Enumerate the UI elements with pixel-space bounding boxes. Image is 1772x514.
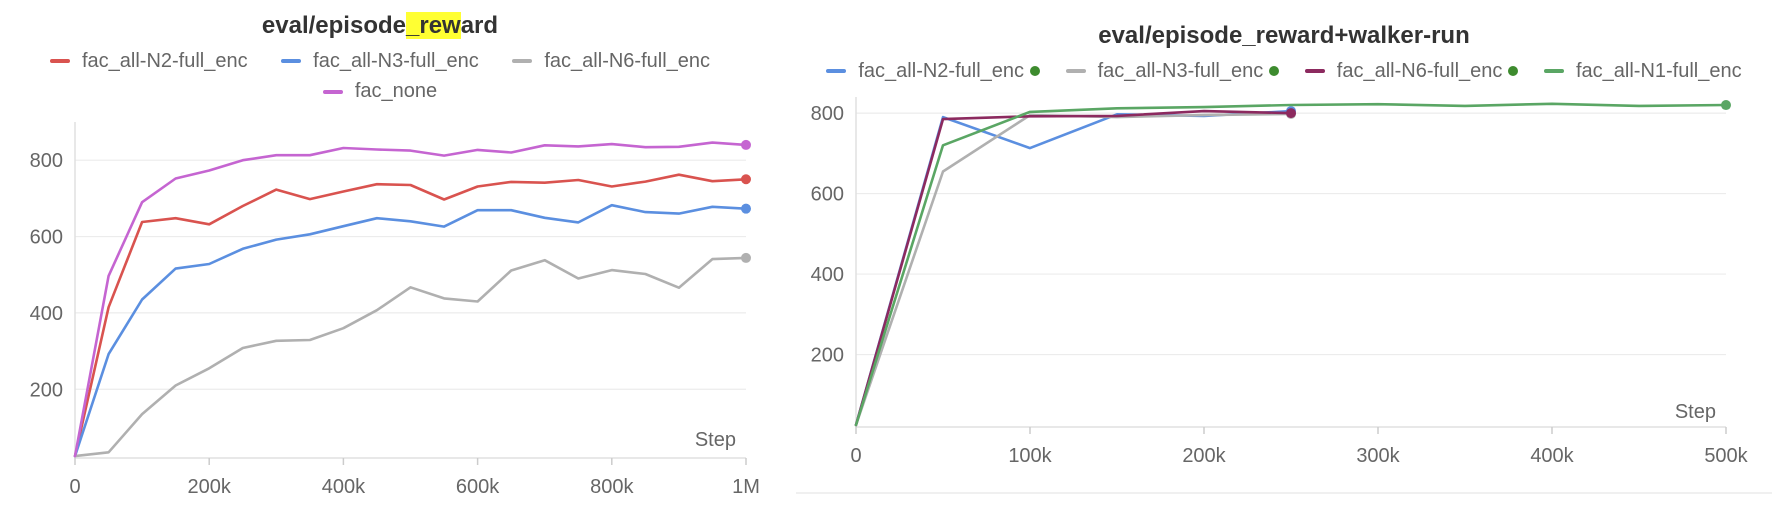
legend-left: fac_all-N2-full_enc fac_all-N3-full_enc …: [10, 44, 750, 105]
title-left-part-2: ard: [460, 12, 499, 39]
grid-right: [856, 112, 1726, 356]
title-left-part-1: eval/episode: [261, 12, 406, 39]
right-series-end-point-3: [1286, 108, 1296, 119]
left-x-tick-label-4: 800k: [590, 476, 634, 498]
right-series-end-point-4: [1721, 100, 1731, 111]
left-series-end-point-4: [741, 139, 751, 150]
chart-title-left: eval/episode_reward: [0, 12, 760, 40]
right-series-line-4: [854, 102, 1728, 427]
left-x-tick-label-3: 600k: [456, 476, 500, 498]
grid-left: [75, 159, 746, 390]
legend-right-item-4[interactable]: fac_all-N1-full_enc: [1543, 58, 1742, 85]
legend-right-label-3: fac_all-N6-full_enc: [1336, 59, 1503, 82]
legend-right-item-3[interactable]: fac_all-N6-full_enc: [1304, 58, 1519, 85]
left-series-line-2: [73, 203, 748, 458]
x-axis-label-right: Step: [1675, 401, 1716, 423]
left-y-tick-label-0: 200: [30, 379, 63, 401]
title-left-highlight: _rew: [406, 12, 461, 39]
right-x-tick-label-1: 100k: [1008, 445, 1052, 467]
right-x-tick-label-0: 0: [850, 445, 861, 467]
series-left: [73, 139, 751, 458]
right-y-tick-label-3: 800: [811, 103, 844, 125]
legend-left-swatch-3: [512, 59, 533, 63]
plot-area-left: 200 400 600 800 0 200k 400k 600k 800k 1M Step: [30, 122, 760, 498]
legend-right-label-4: fac_all-N1-full_enc: [1575, 59, 1742, 82]
legend-right-item-1[interactable]: fac_all-N2-full_enc: [826, 58, 1041, 85]
left-series-end-point-2: [741, 203, 751, 214]
legend-right: fac_all-N2-full_enc fac_all-N3-full_enc …: [796, 54, 1772, 85]
right-series-line-1: [854, 109, 1293, 427]
x-ticks-right: 0 100k 200k 300k 400k 500k: [850, 427, 1749, 467]
x-axis-label-left: Step: [695, 429, 736, 451]
legend-left-item-3[interactable]: fac_all-N6-full_enc: [512, 48, 710, 75]
legend-right-status-dot-1: [1030, 66, 1041, 76]
y-ticks-left: 200 400 600 800: [30, 150, 63, 401]
left-y-tick-label-3: 800: [30, 150, 63, 172]
legend-right-status-dot-2: [1269, 66, 1280, 76]
left-y-tick-label-2: 600: [30, 227, 63, 249]
legend-right-status-dot-3: [1508, 66, 1519, 76]
legend-left-item-1[interactable]: fac_all-N2-full_enc: [49, 48, 248, 75]
legend-right-swatch-3: [1304, 69, 1325, 73]
left-series-line-3: [73, 256, 748, 458]
right-series-line-2: [854, 112, 1293, 427]
plot-area-right: 200 400 600 800 0 100k 200k 300k 400k 500k Step: [796, 97, 1772, 494]
left-x-tick-label-1: 200k: [188, 476, 232, 498]
left-series-end-point-1: [741, 174, 751, 185]
right-series-line-3: [854, 109, 1293, 427]
legend-left-swatch-4: [322, 89, 343, 94]
right-x-tick-label-2: 200k: [1182, 445, 1226, 467]
y-ticks-right: 200 400 600 800: [811, 103, 844, 366]
legend-right-label-1: fac_all-N2-full_enc: [858, 59, 1025, 82]
left-series-end-point-3: [741, 252, 751, 263]
x-ticks-left: 0 200k 400k 600k 800k 1M: [69, 458, 760, 498]
left-x-tick-label-5: 1M: [732, 476, 760, 498]
chart-panel-right: eval/episode_reward+walker-run fac_all-N…: [796, 0, 1772, 514]
chart-panel-left: eval/episode_reward fac_all-N2-full_enc …: [0, 0, 760, 514]
legend-right-swatch-1: [826, 69, 847, 73]
left-series-line-1: [73, 173, 748, 458]
legend-right-label-2: fac_all-N3-full_enc: [1097, 59, 1264, 82]
left-x-tick-label-2: 400k: [322, 476, 366, 498]
right-x-tick-label-4: 400k: [1530, 445, 1574, 467]
chart-title-right: eval/episode_reward+walker-run: [1098, 22, 1470, 49]
legend-left-item-4[interactable]: fac_none: [322, 78, 438, 105]
legend-left-label-1: fac_all-N2-full_enc: [81, 49, 248, 72]
right-x-tick-label-5: 500k: [1704, 445, 1748, 467]
legend-left-label-3: fac_all-N6-full_enc: [544, 49, 711, 72]
legend-right-item-2[interactable]: fac_all-N3-full_enc: [1065, 58, 1280, 85]
legend-left-swatch-2: [281, 59, 302, 63]
right-y-tick-label-0: 200: [811, 345, 844, 367]
left-y-tick-label-1: 400: [30, 303, 63, 325]
legend-right-swatch-4: [1543, 69, 1564, 73]
right-y-tick-label-1: 400: [811, 264, 844, 286]
legend-left-label-4: fac_none: [354, 80, 438, 102]
left-series-line-4: [73, 141, 748, 458]
left-x-tick-label-0: 0: [69, 476, 80, 498]
legend-left-item-2[interactable]: fac_all-N3-full_enc: [281, 48, 479, 75]
legend-left-label-2: fac_all-N3-full_enc: [313, 49, 479, 72]
right-x-tick-label-3: 300k: [1356, 445, 1400, 467]
right-y-tick-label-2: 600: [811, 184, 844, 206]
series-right: [854, 100, 1731, 427]
legend-right-swatch-2: [1065, 69, 1086, 73]
legend-left-swatch-1: [49, 59, 70, 63]
